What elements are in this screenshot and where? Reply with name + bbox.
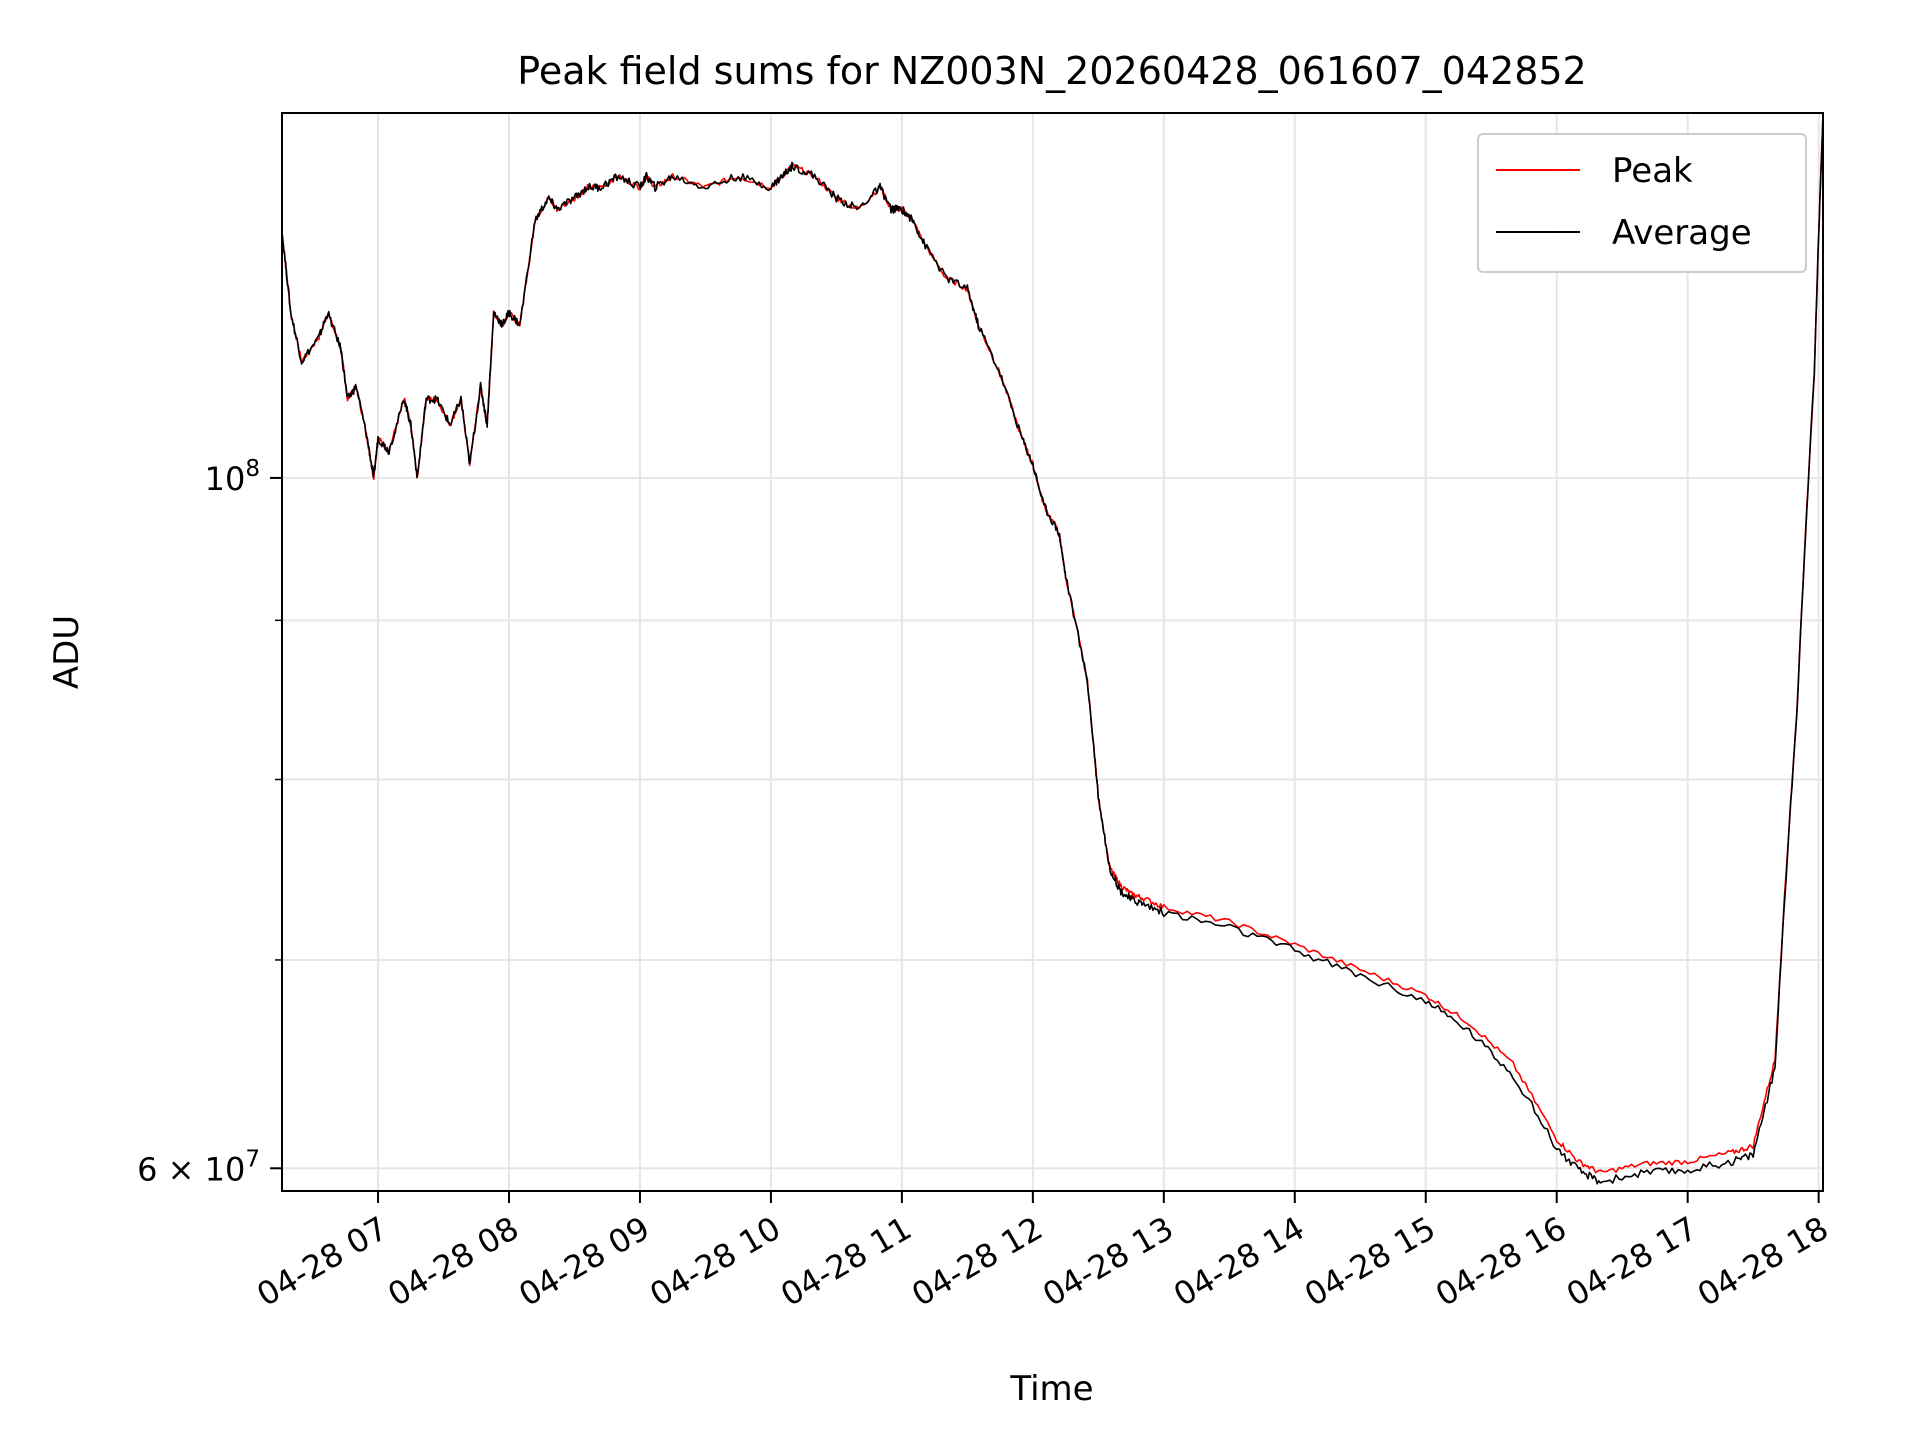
legend-box [1477,133,1807,273]
x-axis-label: Time [1009,1369,1093,1409]
y-tick-label: 108 [205,456,260,498]
legend: Peak Average [1477,133,1807,273]
y-tick-label: 6 × 107 [137,1146,260,1188]
legend-peak-label: Peak [1612,151,1693,191]
y-axis-label: ADU [47,615,87,689]
series-line-average [281,112,1824,1185]
legend-average-label: Average [1612,213,1752,253]
y-axis: 108 6 × 107 [137,456,282,1188]
plot-area-frame [281,112,1824,1192]
series-lines [281,112,1824,1185]
chart-title: Peak field sums for NZ003N_20260428_0616… [517,49,1586,93]
grid-lines [282,113,1823,1191]
